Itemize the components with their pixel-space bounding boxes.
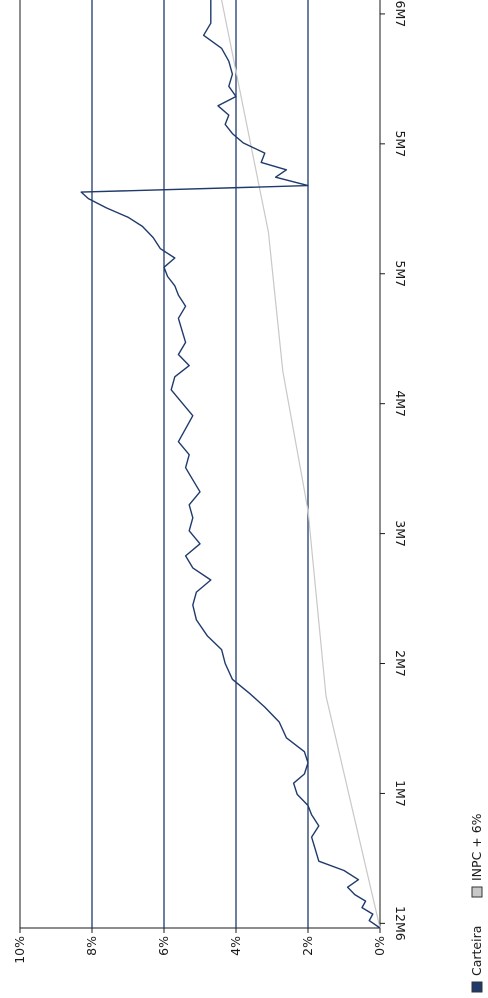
legend-swatch-carteira <box>471 981 483 993</box>
x-tick-label: 4M7 <box>393 390 408 417</box>
y-tick-label: 0% <box>372 936 387 956</box>
y-tick-label: 2% <box>300 936 315 956</box>
plot-frame <box>19 0 381 929</box>
y-tick-label: 10% <box>12 936 27 964</box>
x-tick-label: 12M6 <box>393 906 408 941</box>
y-tick-label: 6% <box>156 936 171 956</box>
x-tick-label: 5M7 <box>393 260 408 287</box>
legend-swatch-inpc <box>471 886 483 898</box>
y-tick-label: 8% <box>84 936 99 956</box>
y-axis-ticks: 0% 2% 4% 6% 8% 10% <box>12 928 387 964</box>
legend-label-inpc: INPC + 6% <box>469 813 484 881</box>
plot-area <box>19 0 381 929</box>
series-layer <box>80 0 381 929</box>
x-axis-ticks: 12M6 1M7 2M7 3M7 4M7 5M7 5M7 6M7 <box>380 1 408 941</box>
y-tick-label: 4% <box>228 936 243 956</box>
x-tick-label: 3M7 <box>393 520 408 547</box>
x-tick-label: 6M7 <box>393 1 408 28</box>
x-tick-label: 2M7 <box>393 650 408 677</box>
legend: Carteira INPC + 6% <box>469 813 484 993</box>
x-tick-label: 1M7 <box>393 780 408 807</box>
legend-label-carteira: Carteira <box>469 926 484 976</box>
grid-lines <box>91 0 309 928</box>
series-line-carteira <box>80 0 381 929</box>
series-line-inpc <box>221 0 381 929</box>
x-tick-label: 5M7 <box>393 130 408 157</box>
